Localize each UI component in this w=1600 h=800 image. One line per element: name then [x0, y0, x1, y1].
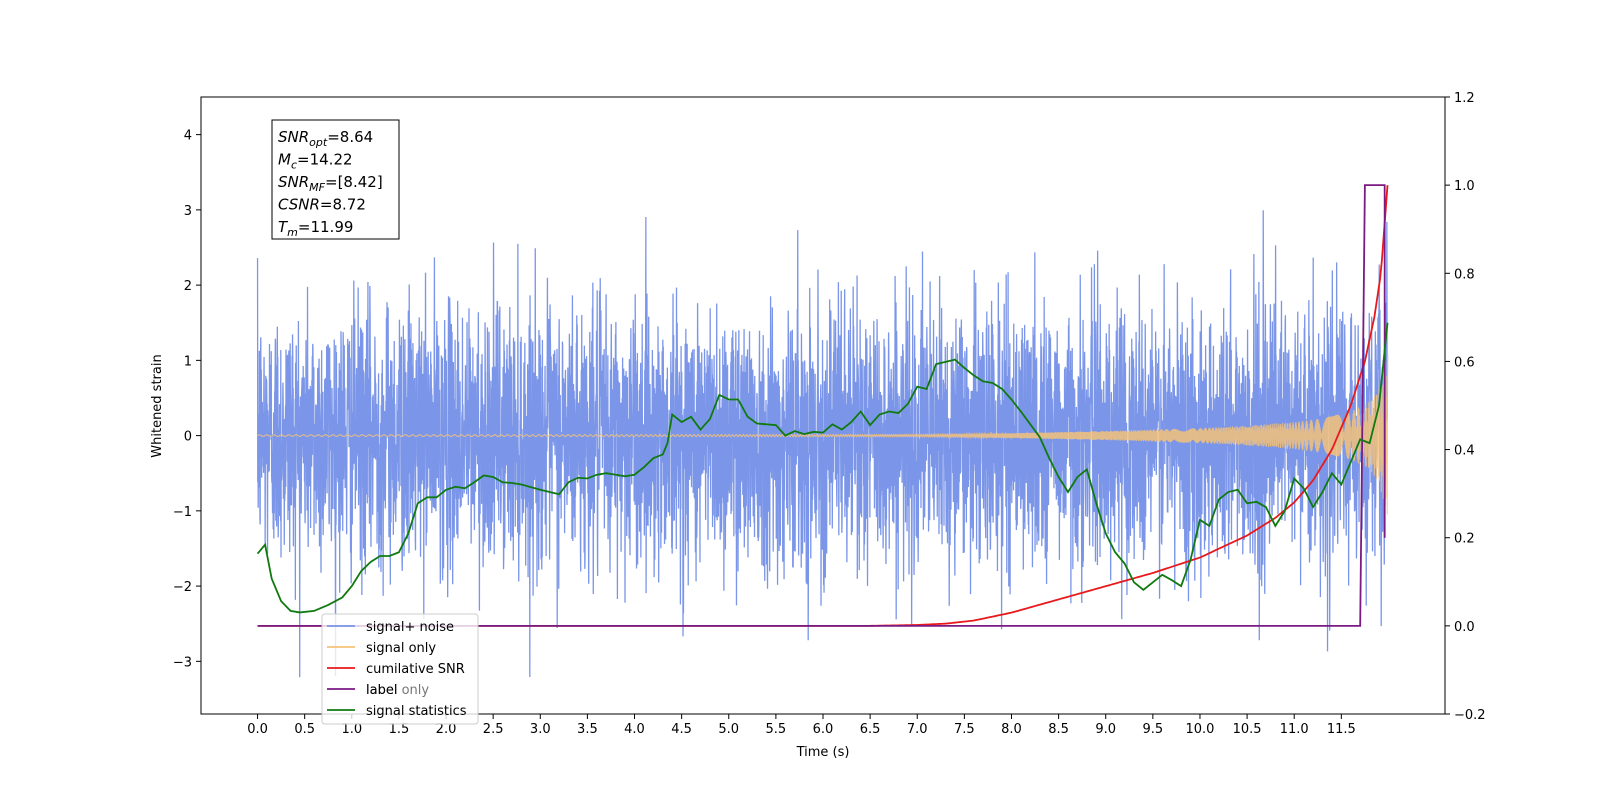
y2-tick-label: 0.0: [1454, 620, 1475, 635]
annotation-symbol: M: [278, 151, 291, 169]
x-tick-label: 6.5: [860, 722, 881, 737]
annotation-line: Mc=14.22: [278, 151, 353, 172]
y-tick-label: 3: [184, 204, 192, 219]
legend-label: cumilative SNR: [366, 662, 465, 677]
y-tick-label: 2: [184, 279, 192, 294]
annotation-symbol: T: [278, 218, 289, 236]
label-line: [257, 184, 1386, 627]
x-tick-label: 10.5: [1233, 722, 1262, 737]
legend-hidden-label: label only: [366, 683, 429, 698]
y-tick-label: 0: [184, 430, 192, 445]
y2-tick-label: −0.2: [1454, 708, 1486, 723]
x-tick-label: 1.5: [389, 722, 410, 737]
x-tick-label: 4.5: [671, 722, 692, 737]
x-tick-label: 7.5: [954, 722, 975, 737]
y2-tick-label: 1.0: [1454, 179, 1475, 194]
x-tick-label: 4.0: [624, 722, 645, 737]
annotation-line: Tm=11.99: [278, 218, 353, 239]
x-tick-label: 8.0: [1001, 722, 1022, 737]
y-tick-label: −3: [173, 655, 192, 670]
y-tick-label: 1: [184, 354, 192, 369]
x-tick-label: 2.5: [483, 722, 504, 737]
x-tick-label: 5.5: [766, 722, 787, 737]
annotation-subscript: opt: [309, 136, 328, 149]
x-tick-label: 0.5: [294, 722, 315, 737]
x-tick-label: 10.0: [1185, 722, 1214, 737]
y-axis-right: −0.2 0.0 0.2 0.4 0.6 0.8 1.0 1.2: [1445, 91, 1486, 723]
legend-label: signal only: [366, 641, 436, 656]
x-tick-label: 5.0: [718, 722, 739, 737]
annotation-line: CSNR=8.72: [278, 196, 366, 214]
x-tick-label: 11.0: [1280, 722, 1309, 737]
y2-tick-label: 1.2: [1454, 91, 1475, 106]
annotation-value: =8.64: [327, 128, 373, 146]
signal-noise-line: [256, 210, 1389, 678]
x-tick-label: 8.5: [1048, 722, 1069, 737]
signal-statistics-line: [256, 322, 1389, 614]
annotation-line: SNRMF=[8.42]: [278, 173, 383, 194]
annotation-symbol: CSNR: [278, 196, 320, 214]
annotation-subscript: MF: [309, 181, 325, 194]
x-tick-label: 7.0: [907, 722, 928, 737]
y-tick-label: 4: [184, 129, 192, 144]
x-tick-label: 1.0: [341, 722, 362, 737]
annotation-value: =11.99: [298, 218, 354, 236]
annotation-subscript: c: [291, 159, 297, 172]
x-tick-label: 6.0: [813, 722, 834, 737]
y2-tick-label: 0.4: [1454, 444, 1475, 459]
x-tick-label: 9.5: [1143, 722, 1164, 737]
x-tick-label: 3.0: [530, 722, 551, 737]
x-axis: 0.0 0.5 1.0 1.5 2.0 2.5 3.0 3.5 4.0 4.5 5.0 5.5 6.0 6…: [247, 714, 1356, 737]
x-axis-title: Time (s): [796, 745, 850, 760]
annotation-symbol: SNR: [278, 128, 309, 146]
y-axis-title: Whitened strain: [150, 354, 165, 457]
annotation-value: =8.72: [320, 196, 366, 214]
y2-tick-label: 0.2: [1454, 532, 1475, 547]
legend: label only signal+ noise signal only cumila…: [321, 613, 479, 725]
legend-label: signal statistics: [366, 704, 467, 719]
annotation-value: =[8.42]: [325, 173, 383, 191]
signal-only-line: [257, 354, 1389, 515]
annotation-line: SNRopt=8.64: [278, 128, 373, 149]
legend-label: label: [366, 683, 397, 698]
y-tick-label: −1: [173, 505, 192, 520]
x-tick-label: 3.5: [577, 722, 598, 737]
signal-only-series: [257, 354, 1389, 515]
y-tick-label: −2: [173, 580, 192, 595]
annotation-symbol: SNR: [278, 173, 309, 191]
signal-noise-series: [256, 210, 1389, 678]
legend-label: signal+ noise: [366, 620, 454, 635]
y-axis-left: −3 −2 −1 0 1 2 3 4: [173, 129, 201, 670]
y2-tick-label: 0.6: [1454, 355, 1475, 370]
annotation-subscript: m: [287, 226, 298, 239]
x-tick-label: 11.5: [1327, 722, 1356, 737]
x-tick-label: 2.0: [436, 722, 457, 737]
annotation-frame: [271, 119, 400, 240]
x-tick-label: 9.0: [1095, 722, 1116, 737]
annotation-value: =14.22: [297, 151, 353, 169]
legend-frame: [321, 613, 479, 725]
y2-tick-label: 0.8: [1454, 267, 1475, 282]
x-tick-label: 0.0: [247, 722, 268, 737]
annotation-box: SNRopt=8.64Mc=14.22SNRMF=[8.42]CSNR=8.72…: [271, 119, 400, 240]
